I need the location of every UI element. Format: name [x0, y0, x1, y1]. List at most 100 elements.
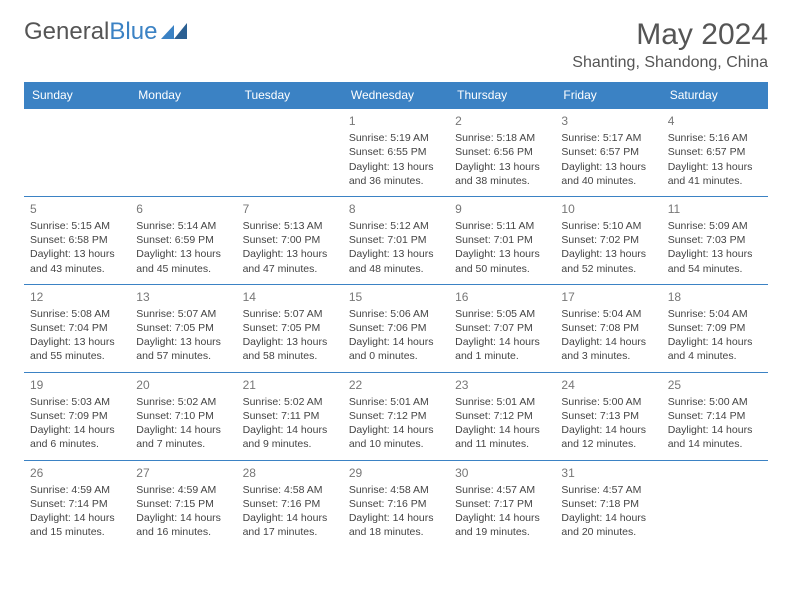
sunset-text: Sunset: 7:08 PM	[561, 321, 655, 335]
daylight-text: Daylight: 14 hours and 12 minutes.	[561, 423, 655, 451]
calendar-row: 1Sunrise: 5:19 AMSunset: 6:55 PMDaylight…	[24, 109, 768, 197]
sunrise-text: Sunrise: 5:19 AM	[349, 131, 443, 145]
sunset-text: Sunset: 6:59 PM	[136, 233, 230, 247]
sunset-text: Sunset: 7:06 PM	[349, 321, 443, 335]
day-number: 23	[455, 377, 549, 393]
calendar-cell: 3 Sunrise: 5:17 AMSunset: 6:57 PMDaylight…	[555, 109, 661, 197]
sunset-text: Sunset: 7:09 PM	[30, 409, 124, 423]
sunset-text: Sunset: 7:01 PM	[455, 233, 549, 247]
location: Shanting, Shandong, China	[572, 54, 768, 72]
daylight-text: Daylight: 14 hours and 10 minutes.	[349, 423, 443, 451]
calendar-row: 26Sunrise: 4:59 AMSunset: 7:14 PMDayligh…	[24, 460, 768, 547]
daylight-text: Daylight: 14 hours and 19 minutes.	[455, 511, 549, 539]
logo-text-1: General	[24, 18, 109, 46]
daylight-text: Daylight: 13 hours and 45 minutes.	[136, 247, 230, 275]
calendar-cell	[662, 460, 768, 547]
calendar-cell: 25Sunrise: 5:00 AMSunset: 7:14 PMDayligh…	[662, 372, 768, 460]
title-block: May 2024 Shanting, Shandong, China	[572, 18, 768, 72]
calendar-cell: 20Sunrise: 5:02 AMSunset: 7:10 PMDayligh…	[130, 372, 236, 460]
sunset-text: Sunset: 7:12 PM	[349, 409, 443, 423]
day-number: 28	[243, 465, 337, 481]
daylight-text: Daylight: 13 hours and 50 minutes.	[455, 247, 549, 275]
calendar-cell: 18Sunrise: 5:04 AMSunset: 7:09 PMDayligh…	[662, 284, 768, 372]
calendar-cell: 5Sunrise: 5:15 AMSunset: 6:58 PMDaylight…	[24, 196, 130, 284]
sunset-text: Sunset: 6:56 PM	[455, 145, 549, 159]
day-number: 16	[455, 289, 549, 305]
calendar-cell: 16Sunrise: 5:05 AMSunset: 7:07 PMDayligh…	[449, 284, 555, 372]
sunrise-text: Sunrise: 5:14 AM	[136, 219, 230, 233]
daylight-text: Daylight: 13 hours and 40 minutes.	[561, 160, 655, 188]
daylight-text: Daylight: 13 hours and 48 minutes.	[349, 247, 443, 275]
sunset-text: Sunset: 7:09 PM	[668, 321, 762, 335]
calendar-cell: 19Sunrise: 5:03 AMSunset: 7:09 PMDayligh…	[24, 372, 130, 460]
sunset-text: Sunset: 7:12 PM	[455, 409, 549, 423]
sunrise-text: Sunrise: 4:58 AM	[349, 483, 443, 497]
sunrise-text: Sunrise: 5:08 AM	[30, 307, 124, 321]
sunrise-text: Sunrise: 5:17 AM	[561, 131, 655, 145]
daylight-text: Daylight: 13 hours and 43 minutes.	[30, 247, 124, 275]
day-number: 8	[349, 201, 443, 217]
logo: GeneralBlue	[24, 18, 187, 46]
month-title: May 2024	[572, 18, 768, 52]
calendar-cell: 8 Sunrise: 5:12 AMSunset: 7:01 PMDaylight…	[343, 196, 449, 284]
daylight-text: Daylight: 14 hours and 18 minutes.	[349, 511, 443, 539]
daylight-text: Daylight: 14 hours and 3 minutes.	[561, 335, 655, 363]
logo-text-2: Blue	[109, 18, 157, 46]
daylight-text: Daylight: 13 hours and 38 minutes.	[455, 160, 549, 188]
daylight-text: Daylight: 14 hours and 15 minutes.	[30, 511, 124, 539]
day-header: Friday	[555, 82, 661, 109]
day-number: 5	[30, 201, 124, 217]
calendar-cell: 4Sunrise: 5:16 AMSunset: 6:57 PMDaylight…	[662, 109, 768, 197]
day-number: 13	[136, 289, 230, 305]
daylight-text: Daylight: 14 hours and 1 minute.	[455, 335, 549, 363]
sunset-text: Sunset: 7:13 PM	[561, 409, 655, 423]
daylight-text: Daylight: 14 hours and 7 minutes.	[136, 423, 230, 451]
sunrise-text: Sunrise: 4:59 AM	[136, 483, 230, 497]
sunset-text: Sunset: 7:17 PM	[455, 497, 549, 511]
day-number: 3	[561, 113, 655, 129]
sunrise-text: Sunrise: 5:02 AM	[243, 395, 337, 409]
calendar-cell: 26Sunrise: 4:59 AMSunset: 7:14 PMDayligh…	[24, 460, 130, 547]
sunrise-text: Sunrise: 5:00 AM	[561, 395, 655, 409]
daylight-text: Daylight: 14 hours and 11 minutes.	[455, 423, 549, 451]
daylight-text: Daylight: 14 hours and 20 minutes.	[561, 511, 655, 539]
sunrise-text: Sunrise: 5:12 AM	[349, 219, 443, 233]
calendar-row: 19Sunrise: 5:03 AMSunset: 7:09 PMDayligh…	[24, 372, 768, 460]
calendar-cell: 15Sunrise: 5:06 AMSunset: 7:06 PMDayligh…	[343, 284, 449, 372]
sunset-text: Sunset: 7:07 PM	[455, 321, 549, 335]
daylight-text: Daylight: 14 hours and 17 minutes.	[243, 511, 337, 539]
sunset-text: Sunset: 7:14 PM	[668, 409, 762, 423]
day-number: 9	[455, 201, 549, 217]
sunset-text: Sunset: 6:57 PM	[561, 145, 655, 159]
calendar-cell: 11Sunrise: 5:09 AMSunset: 7:03 PMDayligh…	[662, 196, 768, 284]
day-number: 1	[349, 113, 443, 129]
sunrise-text: Sunrise: 4:59 AM	[30, 483, 124, 497]
calendar-cell: 6Sunrise: 5:14 AMSunset: 6:59 PMDaylight…	[130, 196, 236, 284]
sunrise-text: Sunrise: 5:18 AM	[455, 131, 549, 145]
sunset-text: Sunset: 7:04 PM	[30, 321, 124, 335]
day-number: 11	[668, 201, 762, 217]
calendar-cell: 7Sunrise: 5:13 AMSunset: 7:00 PMDaylight…	[237, 196, 343, 284]
calendar-cell: 23Sunrise: 5:01 AMSunset: 7:12 PMDayligh…	[449, 372, 555, 460]
day-number: 31	[561, 465, 655, 481]
calendar-cell: 27Sunrise: 4:59 AMSunset: 7:15 PMDayligh…	[130, 460, 236, 547]
sunset-text: Sunset: 7:14 PM	[30, 497, 124, 511]
sunset-text: Sunset: 7:03 PM	[668, 233, 762, 247]
sunset-text: Sunset: 7:01 PM	[349, 233, 443, 247]
daylight-text: Daylight: 14 hours and 16 minutes.	[136, 511, 230, 539]
day-header: Saturday	[662, 82, 768, 109]
day-number: 14	[243, 289, 337, 305]
sunset-text: Sunset: 7:16 PM	[243, 497, 337, 511]
sunrise-text: Sunrise: 5:02 AM	[136, 395, 230, 409]
sunset-text: Sunset: 7:15 PM	[136, 497, 230, 511]
daylight-text: Daylight: 14 hours and 0 minutes.	[349, 335, 443, 363]
day-header: Wednesday	[343, 82, 449, 109]
day-number: 17	[561, 289, 655, 305]
sunrise-text: Sunrise: 5:04 AM	[561, 307, 655, 321]
day-number: 7	[243, 201, 337, 217]
calendar-cell: 31Sunrise: 4:57 AMSunset: 7:18 PMDayligh…	[555, 460, 661, 547]
sunrise-text: Sunrise: 5:09 AM	[668, 219, 762, 233]
sunset-text: Sunset: 7:00 PM	[243, 233, 337, 247]
logo-mark-icon	[161, 18, 187, 46]
sunrise-text: Sunrise: 5:06 AM	[349, 307, 443, 321]
